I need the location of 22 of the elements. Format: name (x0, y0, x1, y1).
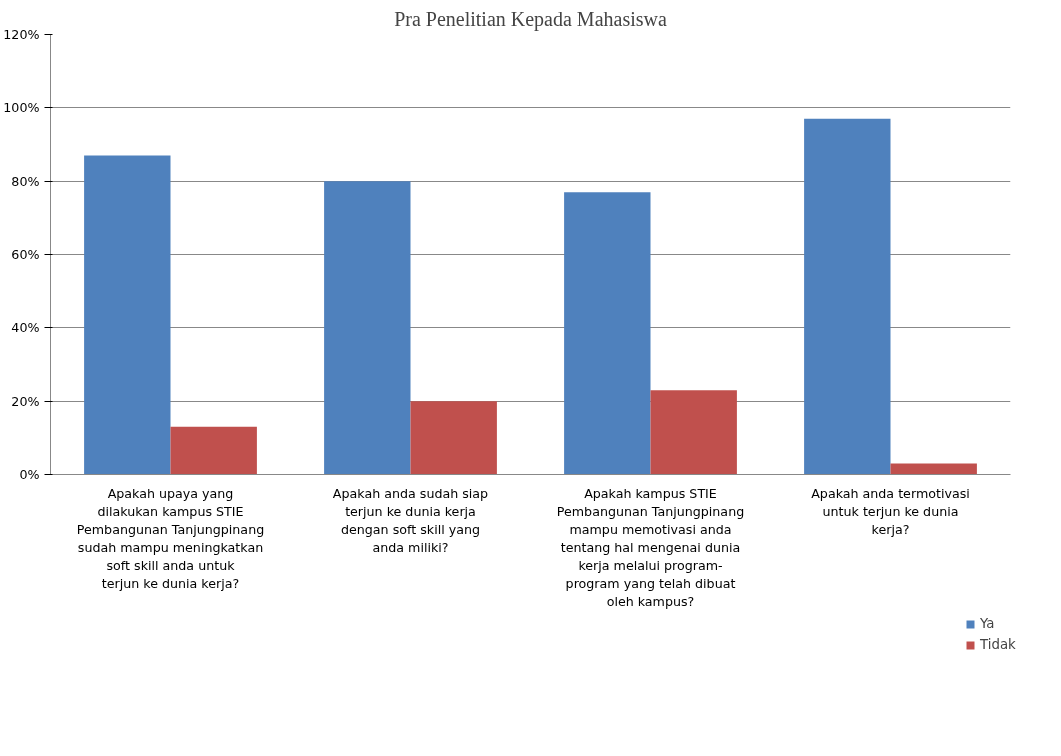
bar (890, 463, 977, 475)
y-tick-label: 0% (19, 467, 40, 482)
y-tick-label: 100% (3, 100, 40, 116)
x-tick-label: Apakah upaya yang dilakukan kampus STIE Pembangunan Tanjungpinang sudah mampu meningkatkan soft skill anda untuk terjun ke dunia kerja? (76, 485, 265, 591)
x-tick-label: Apakah kampus STIE Pembangunan Tanjungpinang mampu memotivasi anda tentang hal mengenai dunia kerja melalui program-program yang telah dibuat oleh kampus? (556, 485, 745, 609)
x-tick-label: Apakah anda termotivasi untuk terjun ke dunia kerja? (811, 485, 970, 537)
y-tick-label: 40% (11, 320, 40, 336)
y-tick-label: 20% (11, 393, 40, 409)
bar (410, 401, 497, 475)
chart-title: Pra Penelitian Kepada Mahasiswa (394, 7, 667, 31)
y-tick-label: 120% (3, 27, 40, 42)
bar (804, 118, 891, 475)
legend-label: Tidak (980, 637, 1016, 652)
bar (650, 390, 737, 475)
legend-label: Ya (980, 616, 996, 631)
x-tick-label: Apakah anda sudah siap terjun ke dunia kerja dengan soft skill yang anda miliki? (332, 485, 489, 555)
bar (324, 181, 411, 475)
bar (564, 192, 651, 475)
bar (170, 426, 257, 475)
y-tick-label: 80% (11, 173, 40, 189)
bar (84, 155, 171, 475)
y-tick-label: 60% (11, 247, 40, 262)
